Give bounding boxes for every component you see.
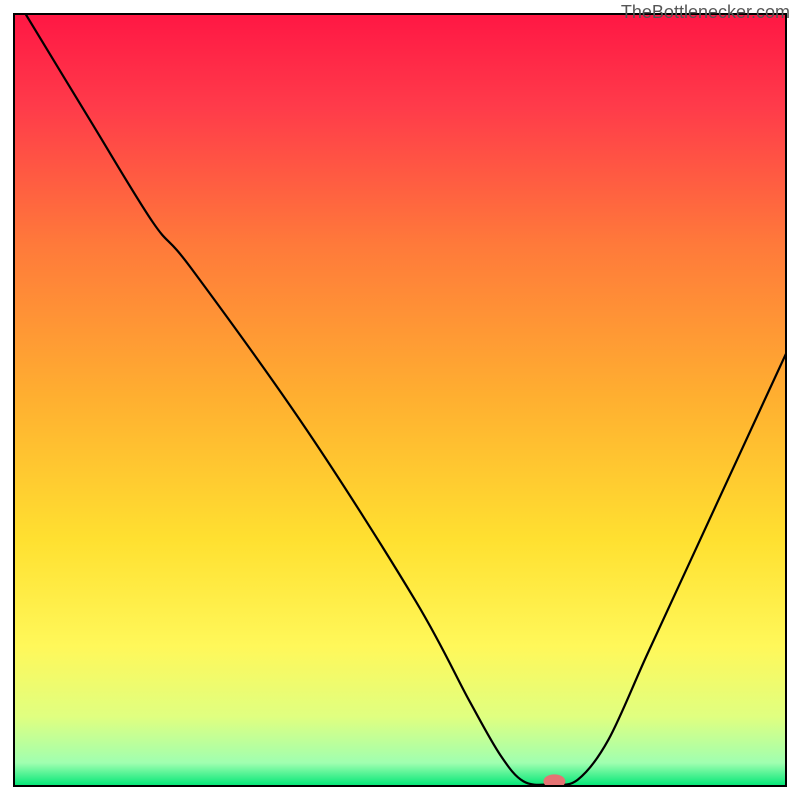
bottleneck-chart: [0, 0, 800, 800]
watermark-text: TheBottlenecker.com: [621, 2, 790, 23]
plot-background: [14, 14, 786, 786]
